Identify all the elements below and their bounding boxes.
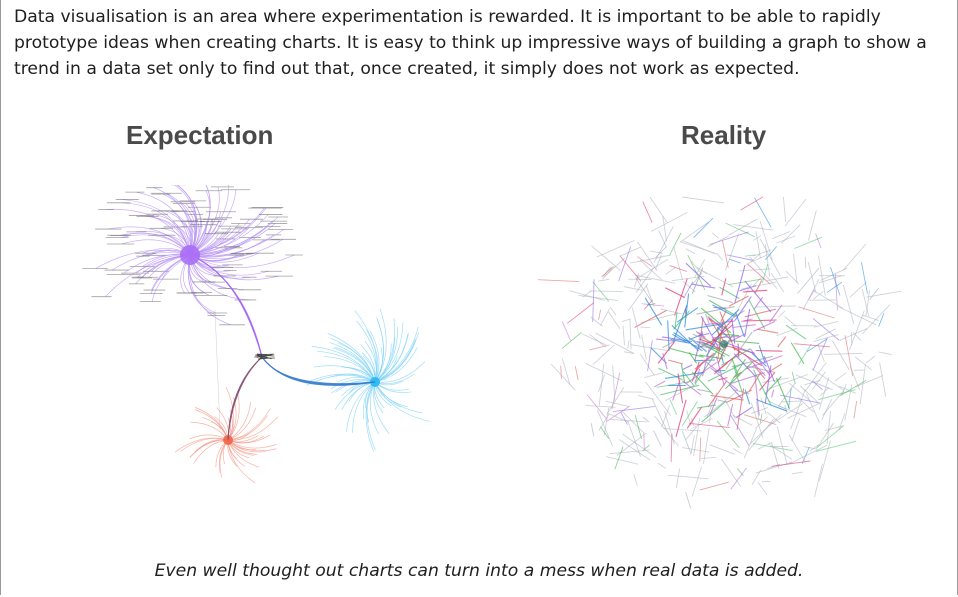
expectation-cluster-1	[306, 308, 430, 452]
expectation-cluster-2	[174, 387, 279, 484]
expectation-cluster-0	[82, 185, 303, 326]
expectation-heading: Expectation	[126, 120, 274, 150]
reality-heading: Reality	[681, 120, 767, 150]
reality-network-graph	[537, 196, 902, 509]
figure-caption: Even well thought out charts can turn in…	[154, 561, 804, 581]
reality-core-node	[720, 340, 728, 348]
expectation-network-graph	[82, 185, 430, 484]
expectation-bridges	[197, 258, 376, 441]
intro-paragraph: Data visualisation is an area where expe…	[14, 7, 927, 79]
reality-edges	[537, 196, 902, 509]
